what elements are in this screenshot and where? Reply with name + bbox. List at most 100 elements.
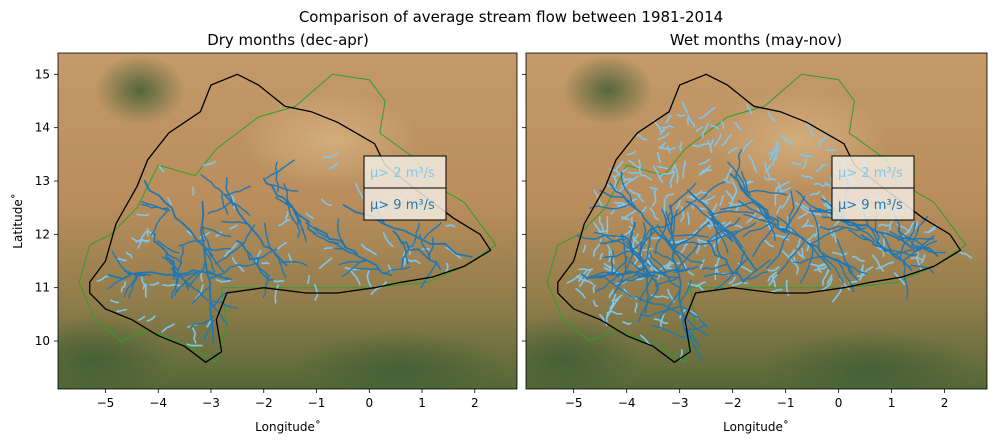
river-segment-low — [907, 222, 914, 233]
river-segment-low — [871, 254, 885, 272]
river-segment-low — [109, 299, 119, 304]
river-segment-low — [747, 154, 758, 173]
river-segment-high — [649, 251, 668, 274]
river-segment-low — [277, 219, 291, 227]
river-segment-high — [236, 240, 274, 281]
river-segment-low — [695, 281, 707, 288]
river-segment-high — [419, 234, 431, 259]
river-segment-high — [249, 252, 270, 277]
river-segment-low — [698, 169, 712, 176]
river-segment-high — [402, 241, 409, 265]
river-segment-high — [603, 250, 634, 259]
river-segment-high — [625, 241, 652, 268]
river-segment-low — [658, 170, 676, 178]
river-segment-low — [731, 281, 748, 287]
river-segment-high — [821, 251, 845, 284]
basin-outline — [89, 73, 492, 364]
river-segment-low — [679, 141, 683, 151]
river-segment-low — [224, 241, 239, 257]
legend-box-low — [831, 155, 915, 189]
river-segment-high — [174, 272, 181, 297]
river-segment-low — [669, 239, 688, 244]
river-segment-low — [321, 198, 333, 207]
river-segment-low — [635, 134, 648, 141]
river-segment-low — [192, 327, 197, 344]
river-segment-low — [596, 230, 608, 234]
river-segment-high — [651, 222, 673, 231]
river-segment-low — [802, 218, 809, 228]
river-segment-low — [445, 224, 456, 228]
river-segment-high — [776, 216, 810, 245]
river-segment-high — [709, 210, 755, 216]
river-segment-low — [781, 193, 792, 209]
river-segment-high — [735, 250, 746, 275]
river-segment-high — [168, 256, 175, 280]
river-segment-low — [692, 142, 710, 148]
river-segment-low — [350, 270, 361, 286]
river-segment-high — [123, 275, 137, 298]
river-segment-low — [695, 126, 704, 132]
river-segment-high — [285, 199, 299, 226]
river-segment-low — [822, 195, 833, 211]
x-tick-label: 0 — [365, 396, 373, 410]
river-segment-low — [679, 241, 690, 255]
river-segment-low — [659, 127, 666, 135]
river-segment-high — [341, 259, 366, 277]
river-segment-high — [305, 221, 328, 239]
x-tick-label: −3 — [202, 396, 220, 410]
river-segment-high — [642, 225, 654, 266]
legend-box-high — [831, 187, 915, 221]
river-segment-low — [659, 260, 672, 271]
river-segment-low — [628, 159, 641, 169]
river-segment-high — [401, 245, 411, 269]
river-segment-high — [428, 236, 434, 259]
river-segment-high — [204, 247, 232, 251]
river-segment-low — [120, 281, 126, 293]
river-segment-low — [707, 140, 713, 154]
river-segment-low — [592, 238, 602, 257]
axes-frame — [525, 52, 988, 390]
river-segment-high — [672, 234, 709, 238]
river-segment-high — [727, 161, 752, 196]
river-segment-low — [815, 163, 828, 172]
river-segment-low — [656, 152, 662, 163]
river-segment-low — [878, 223, 890, 227]
river-segment-high — [743, 213, 779, 227]
river-segment-low — [822, 269, 830, 286]
river-segment-high — [328, 241, 355, 255]
river-segment-low — [274, 284, 279, 304]
river-segment-high — [685, 200, 719, 226]
river-segment-low — [366, 270, 372, 288]
river-segment-low — [599, 252, 604, 261]
river-segment-low — [566, 273, 582, 284]
river-segment-high — [207, 270, 233, 281]
panel-title-dry: Dry months (dec-apr) — [207, 31, 369, 49]
x-tick-label: −3 — [671, 396, 689, 410]
river-segment-high — [208, 265, 232, 280]
river-segment-high — [629, 222, 636, 249]
legend-label-low: μ> 2 m³/s — [838, 166, 903, 181]
river-segment-high — [188, 262, 206, 288]
river-segment-low — [202, 160, 217, 167]
river-segment-low — [648, 236, 663, 240]
river-segment-low — [680, 205, 685, 222]
river-segment-low — [768, 274, 778, 286]
river-segment-low — [578, 268, 594, 271]
river-segment-high — [160, 246, 183, 264]
river-segment-low — [831, 285, 843, 303]
river-segment-high — [178, 240, 206, 247]
river-segment-high — [191, 286, 211, 305]
river-segment-low — [370, 281, 388, 295]
river-segment-low — [771, 273, 777, 288]
river-segment-high — [720, 201, 757, 211]
river-segment-high — [655, 212, 671, 255]
river-segment-low — [776, 140, 780, 152]
river-segment-low — [606, 215, 609, 235]
river-segment-high — [707, 217, 741, 243]
river-segment-high — [274, 161, 280, 192]
river-segment-low — [732, 223, 743, 229]
river-segment-high — [253, 248, 278, 260]
river-segment-low — [698, 106, 716, 120]
river-segment-high — [384, 266, 411, 275]
river-segment-high — [668, 241, 710, 247]
